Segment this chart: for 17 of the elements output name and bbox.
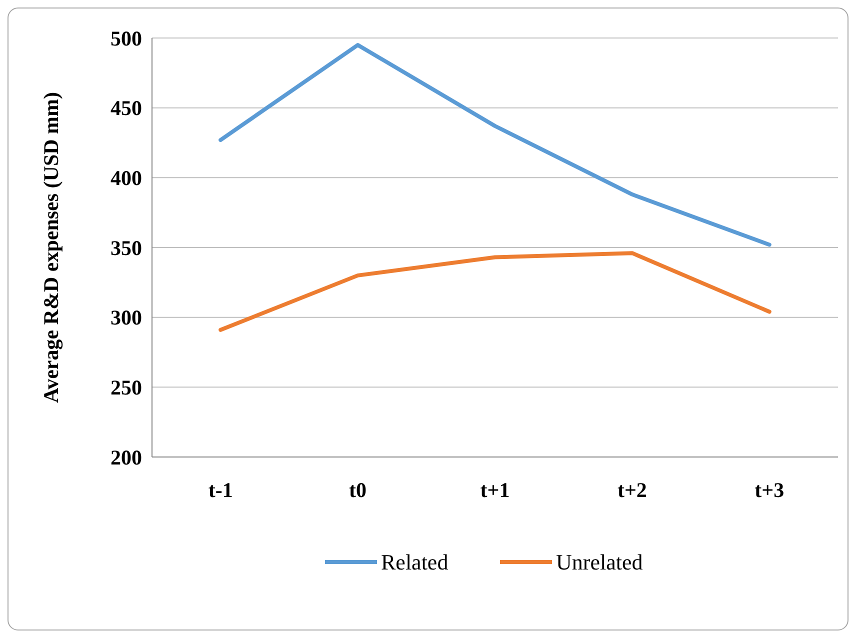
x-tick-label: t+2 [617, 478, 647, 502]
legend-label: Unrelated [556, 550, 643, 575]
x-tick-label: t0 [349, 478, 367, 502]
y-axis-title: Average R&D expenses (USD mm) [39, 92, 63, 404]
line-series [218, 251, 772, 332]
line-series [218, 42, 772, 247]
y-tick-label: 250 [110, 376, 142, 400]
x-tick-label: t-1 [208, 478, 233, 502]
x-tick-label: t+3 [754, 478, 784, 502]
y-tick-label: 200 [110, 445, 142, 470]
y-tick-label: 300 [110, 306, 142, 330]
y-tick-label: 350 [110, 236, 142, 260]
y-tick-label: 400 [110, 166, 142, 190]
y-tick-label: 450 [110, 96, 142, 120]
x-tick-label: t+1 [480, 478, 510, 502]
y-tick-label: 500 [110, 26, 142, 50]
legend-label: Related [381, 550, 448, 575]
